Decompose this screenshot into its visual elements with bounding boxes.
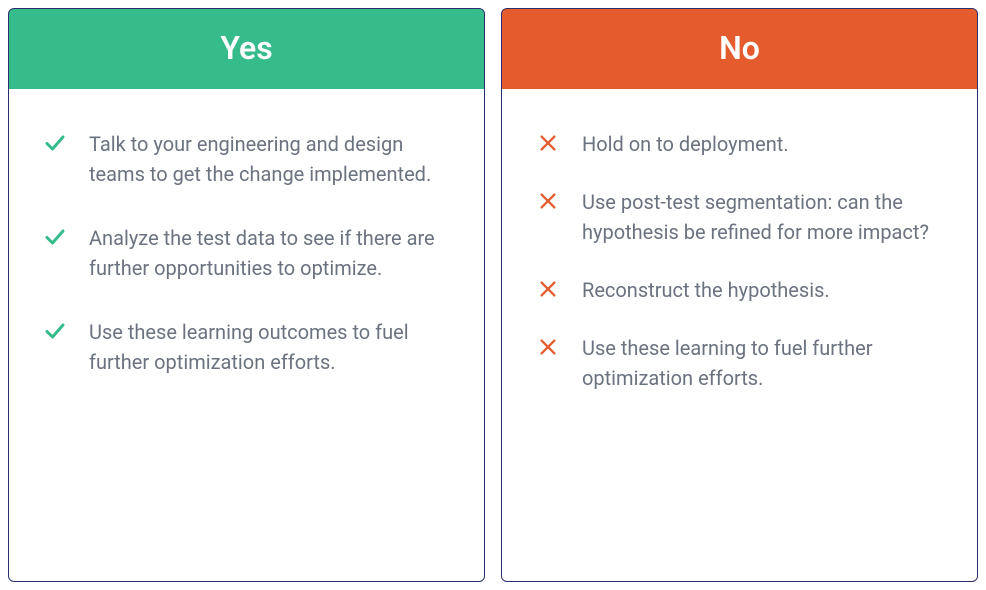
no-item: Reconstruct the hypothesis.	[536, 275, 943, 305]
check-icon	[43, 225, 67, 249]
check-icon	[43, 319, 67, 343]
yes-title: Yes	[220, 29, 272, 67]
cross-icon	[536, 277, 560, 301]
no-header: No	[502, 9, 977, 89]
cross-icon	[536, 335, 560, 359]
no-item: Hold on to deployment.	[536, 129, 943, 159]
yes-item-text: Analyze the test data to see if there ar…	[89, 223, 450, 283]
yes-item: Talk to your engineering and design team…	[43, 129, 450, 189]
yes-card: Yes Talk to your engineering and design …	[8, 8, 485, 582]
check-icon	[43, 131, 67, 155]
no-body: Hold on to deployment. Use post-test seg…	[502, 89, 977, 581]
no-title: No	[719, 29, 760, 67]
cross-icon	[536, 189, 560, 213]
no-item-text: Hold on to deployment.	[582, 129, 789, 159]
no-item-text: Reconstruct the hypothesis.	[582, 275, 830, 305]
yes-item: Analyze the test data to see if there ar…	[43, 223, 450, 283]
yes-item: Use these learning outcomes to fuel furt…	[43, 317, 450, 377]
no-card: No Hold on to deployment. Use post-test …	[501, 8, 978, 582]
yes-item-text: Use these learning outcomes to fuel furt…	[89, 317, 450, 377]
yes-item-text: Talk to your engineering and design team…	[89, 129, 450, 189]
no-item: Use post-test segmentation: can the hypo…	[536, 187, 943, 247]
comparison-container: Yes Talk to your engineering and design …	[8, 8, 978, 582]
yes-header: Yes	[9, 9, 484, 89]
yes-body: Talk to your engineering and design team…	[9, 89, 484, 581]
no-item: Use these learning to fuel further optim…	[536, 333, 943, 393]
no-item-text: Use post-test segmentation: can the hypo…	[582, 187, 943, 247]
cross-icon	[536, 131, 560, 155]
no-item-text: Use these learning to fuel further optim…	[582, 333, 943, 393]
